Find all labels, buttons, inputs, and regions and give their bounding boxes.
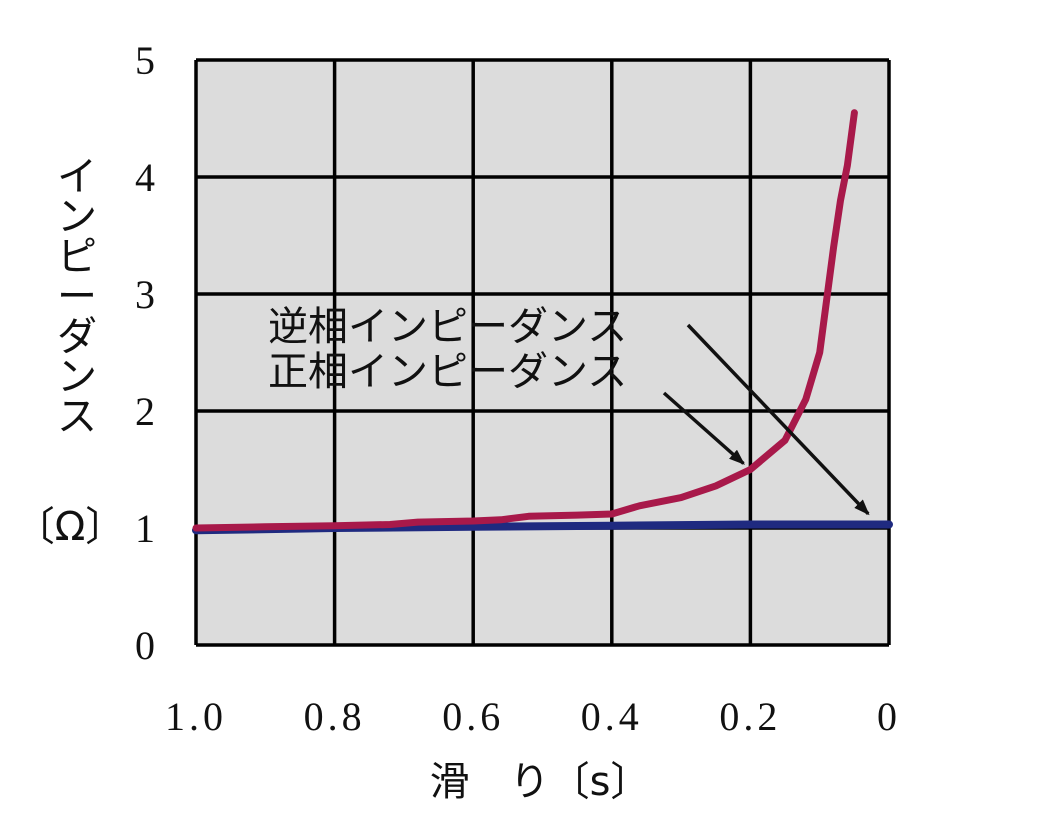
annotation-arrow (686, 323, 870, 516)
y-tick-label: 5 (135, 38, 155, 83)
y-axis-label-char: ダ (57, 314, 97, 360)
y-axis-label-char: ン (57, 194, 97, 240)
y-axis-label-char: ス (57, 394, 97, 440)
x-tick-label: 1.0 (165, 694, 227, 739)
x-tick-label: 0.4 (581, 694, 643, 739)
annotation-label: 正相インピーダンス (268, 349, 627, 395)
y-axis-label-char: ン (57, 354, 97, 400)
annotation-label: 逆相インピーダンス (268, 304, 627, 350)
x-axis-label: 滑 り〔s〕 (430, 759, 651, 805)
plot-area (196, 60, 889, 645)
x-tick-labels: 1.0 0.8 0.6 0.4 0.2 0 (165, 694, 901, 739)
x-tick-label: 0.8 (304, 694, 366, 739)
y-tick-label: 0 (135, 623, 155, 668)
y-tick-labels: 0 1 2 3 4 5 (135, 38, 155, 668)
y-axis-label-char: イ (57, 154, 97, 200)
annotation-arrow (662, 391, 745, 465)
y-axis-label-char: ー (57, 274, 97, 320)
y-axis-unit: 〔Ω〕 (15, 504, 126, 550)
x-tick-label: 0.2 (719, 694, 781, 739)
x-tick-label: 0.6 (442, 694, 504, 739)
y-axis-label-char: ピ (57, 234, 97, 280)
y-tick-label: 2 (135, 389, 155, 434)
y-axis-label: インピーダンス (57, 154, 97, 440)
y-tick-label: 1 (135, 506, 155, 551)
series-layer (192, 109, 893, 535)
series-line-positive-sequence (192, 109, 858, 532)
x-tick-label: 0 (877, 694, 901, 739)
y-tick-label: 3 (135, 272, 155, 317)
y-tick-label: 4 (135, 155, 155, 200)
